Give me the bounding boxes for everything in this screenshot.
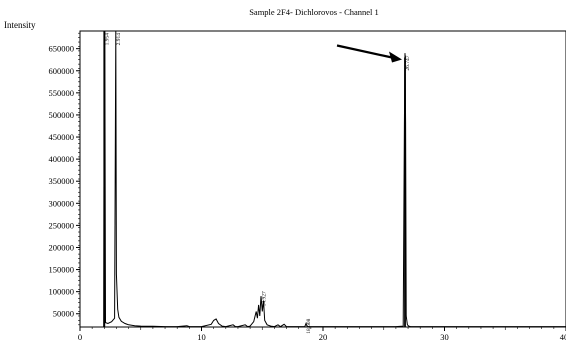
plot-frame <box>79 30 566 328</box>
x-axis-ticks: 0 10 20 30 40 <box>78 327 566 342</box>
y-tick-label: 350000 <box>49 176 75 186</box>
y-axis-ticks: 50000 100000 150000 200000 250000 300000 35000… <box>49 32 80 326</box>
peak-label: 26.747 <box>405 55 411 70</box>
x-tick-label: 30 <box>440 332 449 342</box>
y-tick-label: 300000 <box>49 198 75 208</box>
y-tick-label: 50000 <box>53 309 74 319</box>
y-tick-label: 500000 <box>49 110 75 120</box>
x-tick-label: 10 <box>197 332 206 342</box>
arrow-annotation <box>336 44 403 63</box>
y-tick-label: 150000 <box>49 265 75 275</box>
series-trace <box>80 30 566 328</box>
arrow-head <box>389 51 403 63</box>
x-tick-label: 0 <box>78 332 82 342</box>
y-tick-label: 200000 <box>49 242 75 252</box>
y-tick-label: 250000 <box>49 220 75 230</box>
y-tick-label: 100000 <box>49 287 75 297</box>
y-tick-label: 650000 <box>49 44 75 54</box>
arrow-shaft <box>336 44 393 59</box>
peak-label: 1.954 <box>104 33 110 46</box>
peak-label: 2.914 <box>116 33 122 46</box>
y-tick-label: 550000 <box>49 88 75 98</box>
y-tick-label: 450000 <box>49 132 75 142</box>
chart-title: Sample 2F4- Dichlorovos - Channel 1 <box>249 7 379 17</box>
y-axis-label: Intensity <box>4 20 36 30</box>
peak-label: 14.927 <box>262 291 268 306</box>
series-line <box>80 30 566 328</box>
x-tick-label: 20 <box>319 332 328 342</box>
peak-label: 18.608 <box>306 318 312 333</box>
x-tick-label: 40 <box>560 332 566 342</box>
y-tick-label: 600000 <box>49 66 75 76</box>
peak-labels: 1.954 2.914 14.927 18.608 26.747 <box>104 33 411 334</box>
y-tick-label: 400000 <box>49 154 75 164</box>
